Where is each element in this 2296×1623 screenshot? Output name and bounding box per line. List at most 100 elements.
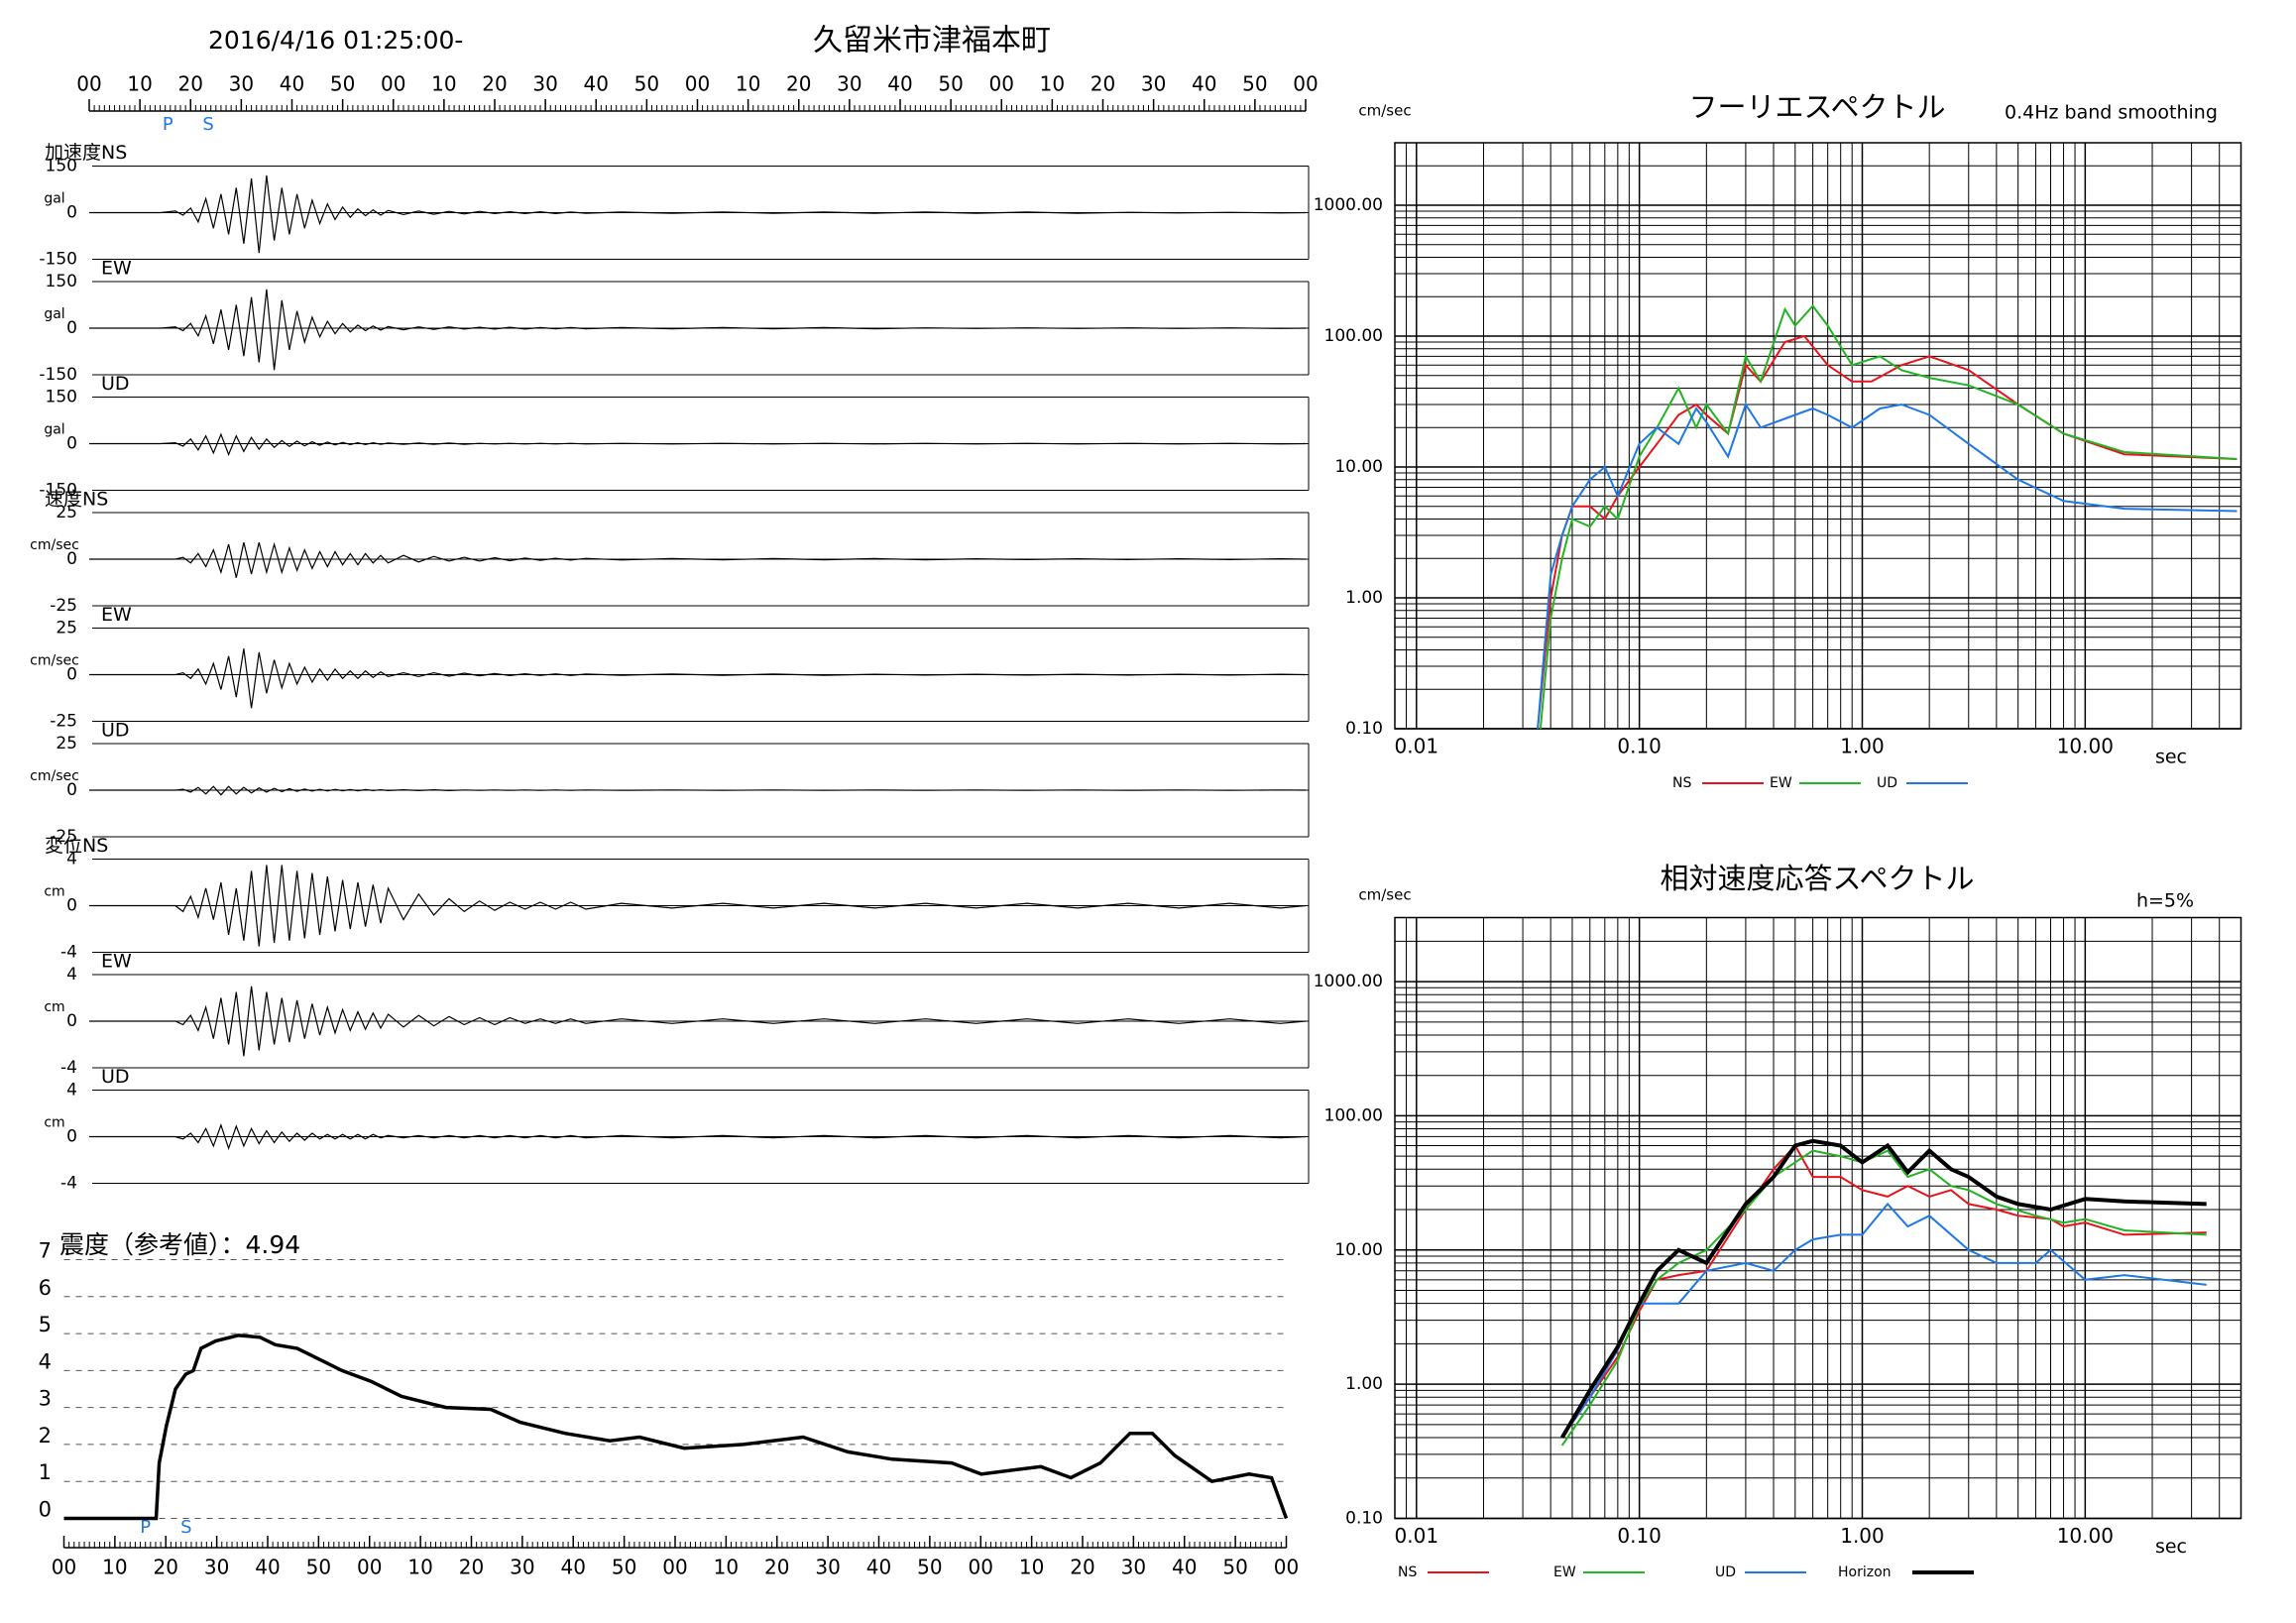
- y-tick-label: 2: [39, 1424, 52, 1448]
- panel-label: EW: [101, 951, 132, 973]
- phase-marker: S: [202, 114, 213, 135]
- x-tick-label: 30: [229, 72, 254, 96]
- chart-subtitle: 0.4Hz band smoothing: [2005, 102, 2218, 124]
- waveform-trace: [89, 432, 1307, 457]
- y-tick-label: 4: [39, 1349, 52, 1373]
- y-tick-label: 25: [56, 503, 77, 522]
- y-tick-label: -150: [39, 365, 77, 385]
- panel-label: UD: [101, 373, 130, 395]
- x-axis-unit: sec: [2155, 747, 2187, 768]
- x-tick-label: 30: [204, 1556, 229, 1579]
- panel-label: UD: [101, 720, 130, 742]
- x-tick-label: 10: [102, 1556, 127, 1579]
- y-tick-label: 1.00: [1345, 588, 1383, 608]
- panel-label: UD: [101, 1066, 130, 1088]
- y-tick-label: 4: [66, 850, 77, 869]
- x-axis-unit: sec: [2155, 1536, 2187, 1558]
- y-tick-label: -4: [60, 1058, 77, 1078]
- x-tick-label: 00: [969, 1556, 993, 1579]
- x-tick-label: 50: [1242, 72, 1267, 96]
- x-tick-label: 0.01: [1395, 735, 1439, 758]
- spectrum-line: [1539, 304, 2238, 730]
- y-tick-label: 1.00: [1345, 1374, 1383, 1394]
- x-tick-label: 30: [532, 72, 557, 96]
- x-tick-label: 10: [736, 72, 760, 96]
- chart-subtitle: h=5%: [2136, 890, 2194, 912]
- y-tick-label: 1000.00: [1314, 972, 1383, 991]
- unit-label: cm: [44, 884, 64, 900]
- x-tick-label: 00: [989, 72, 1014, 96]
- y-tick-label: 6: [39, 1276, 52, 1300]
- unit-label: cm/sec: [30, 537, 79, 553]
- y-tick-label: -4: [60, 943, 77, 963]
- x-tick-label: 40: [1192, 72, 1216, 96]
- unit-label: cm/sec: [30, 768, 79, 784]
- spectrum-line: [1537, 334, 2238, 730]
- x-tick-label: 40: [866, 1556, 891, 1579]
- unit-label: gal: [44, 191, 64, 207]
- y-tick-label: 0: [66, 549, 77, 569]
- unit-label: cm: [44, 1115, 64, 1131]
- spectrum-line: [1560, 1202, 2207, 1439]
- panel-label: EW: [101, 604, 132, 626]
- y-tick-label: 0: [66, 1127, 77, 1147]
- x-tick-label: 0.01: [1395, 1524, 1439, 1548]
- x-tick-label: 1.00: [1840, 1524, 1885, 1548]
- phase-marker: P: [163, 114, 173, 135]
- phase-marker: P: [140, 1517, 151, 1538]
- legend-label: Horizon: [1838, 1565, 1892, 1580]
- y-tick-label: -25: [50, 596, 77, 616]
- y-tick-label: 10.00: [1334, 1240, 1383, 1260]
- x-tick-label: 00: [357, 1556, 382, 1579]
- x-tick-label: 40: [887, 72, 912, 96]
- waveform-trace: [89, 785, 1307, 796]
- waveform-trace: [89, 541, 1307, 578]
- y-tick-label: 150: [46, 157, 77, 176]
- panel-label: 速度NS: [45, 489, 108, 511]
- waveform-trace: [89, 174, 1307, 254]
- x-tick-label: 0.10: [1617, 1524, 1662, 1548]
- station-title: 久留米市津福本町: [813, 24, 1051, 58]
- x-tick-label: 20: [764, 1556, 789, 1579]
- waveform-trace: [89, 648, 1307, 709]
- spectrum-line: [1560, 1149, 2207, 1447]
- legend-label: EW: [1770, 775, 1792, 791]
- x-tick-label: 30: [1141, 72, 1166, 96]
- x-tick-label: 00: [52, 1556, 76, 1579]
- y-tick-label: -150: [39, 250, 77, 270]
- y-tick-label: 0: [66, 780, 77, 800]
- x-tick-label: 10: [407, 1556, 432, 1579]
- y-tick-label: -4: [60, 1174, 77, 1194]
- y-axis-unit: cm/sec: [1358, 102, 1411, 120]
- y-tick-label: 1000.00: [1314, 195, 1383, 215]
- x-tick-label: 30: [815, 1556, 840, 1579]
- x-tick-label: 50: [330, 72, 355, 96]
- y-tick-label: -25: [50, 712, 77, 732]
- legend-label: NS: [1672, 775, 1691, 791]
- y-axis-unit: cm/sec: [1358, 886, 1411, 904]
- x-tick-label: 50: [612, 1556, 636, 1579]
- y-tick-label: 0: [66, 1011, 77, 1031]
- unit-label: cm/sec: [30, 653, 79, 669]
- x-tick-label: 40: [255, 1556, 280, 1579]
- y-tick-label: 4: [66, 1081, 77, 1101]
- y-tick-label: 7: [39, 1239, 52, 1263]
- x-tick-label: 10: [431, 72, 456, 96]
- x-tick-label: 00: [685, 72, 710, 96]
- x-tick-label: 50: [306, 1556, 331, 1579]
- x-tick-label: 0.10: [1617, 735, 1662, 758]
- chart-title: 震度（参考値）：4.94: [59, 1230, 300, 1259]
- y-tick-label: 0: [66, 434, 77, 454]
- y-tick-label: 100.00: [1324, 1105, 1383, 1125]
- x-tick-label: 40: [584, 72, 609, 96]
- x-tick-label: 20: [459, 1556, 484, 1579]
- x-tick-label: 10: [127, 72, 152, 96]
- x-tick-label: 10: [1040, 72, 1065, 96]
- y-tick-label: 0: [39, 1498, 52, 1522]
- chart-title: フーリエスペクトル: [1689, 90, 1946, 124]
- y-tick-label: 0: [66, 203, 77, 223]
- spectrum-line: [1537, 402, 2238, 730]
- x-tick-label: 00: [1274, 1556, 1299, 1579]
